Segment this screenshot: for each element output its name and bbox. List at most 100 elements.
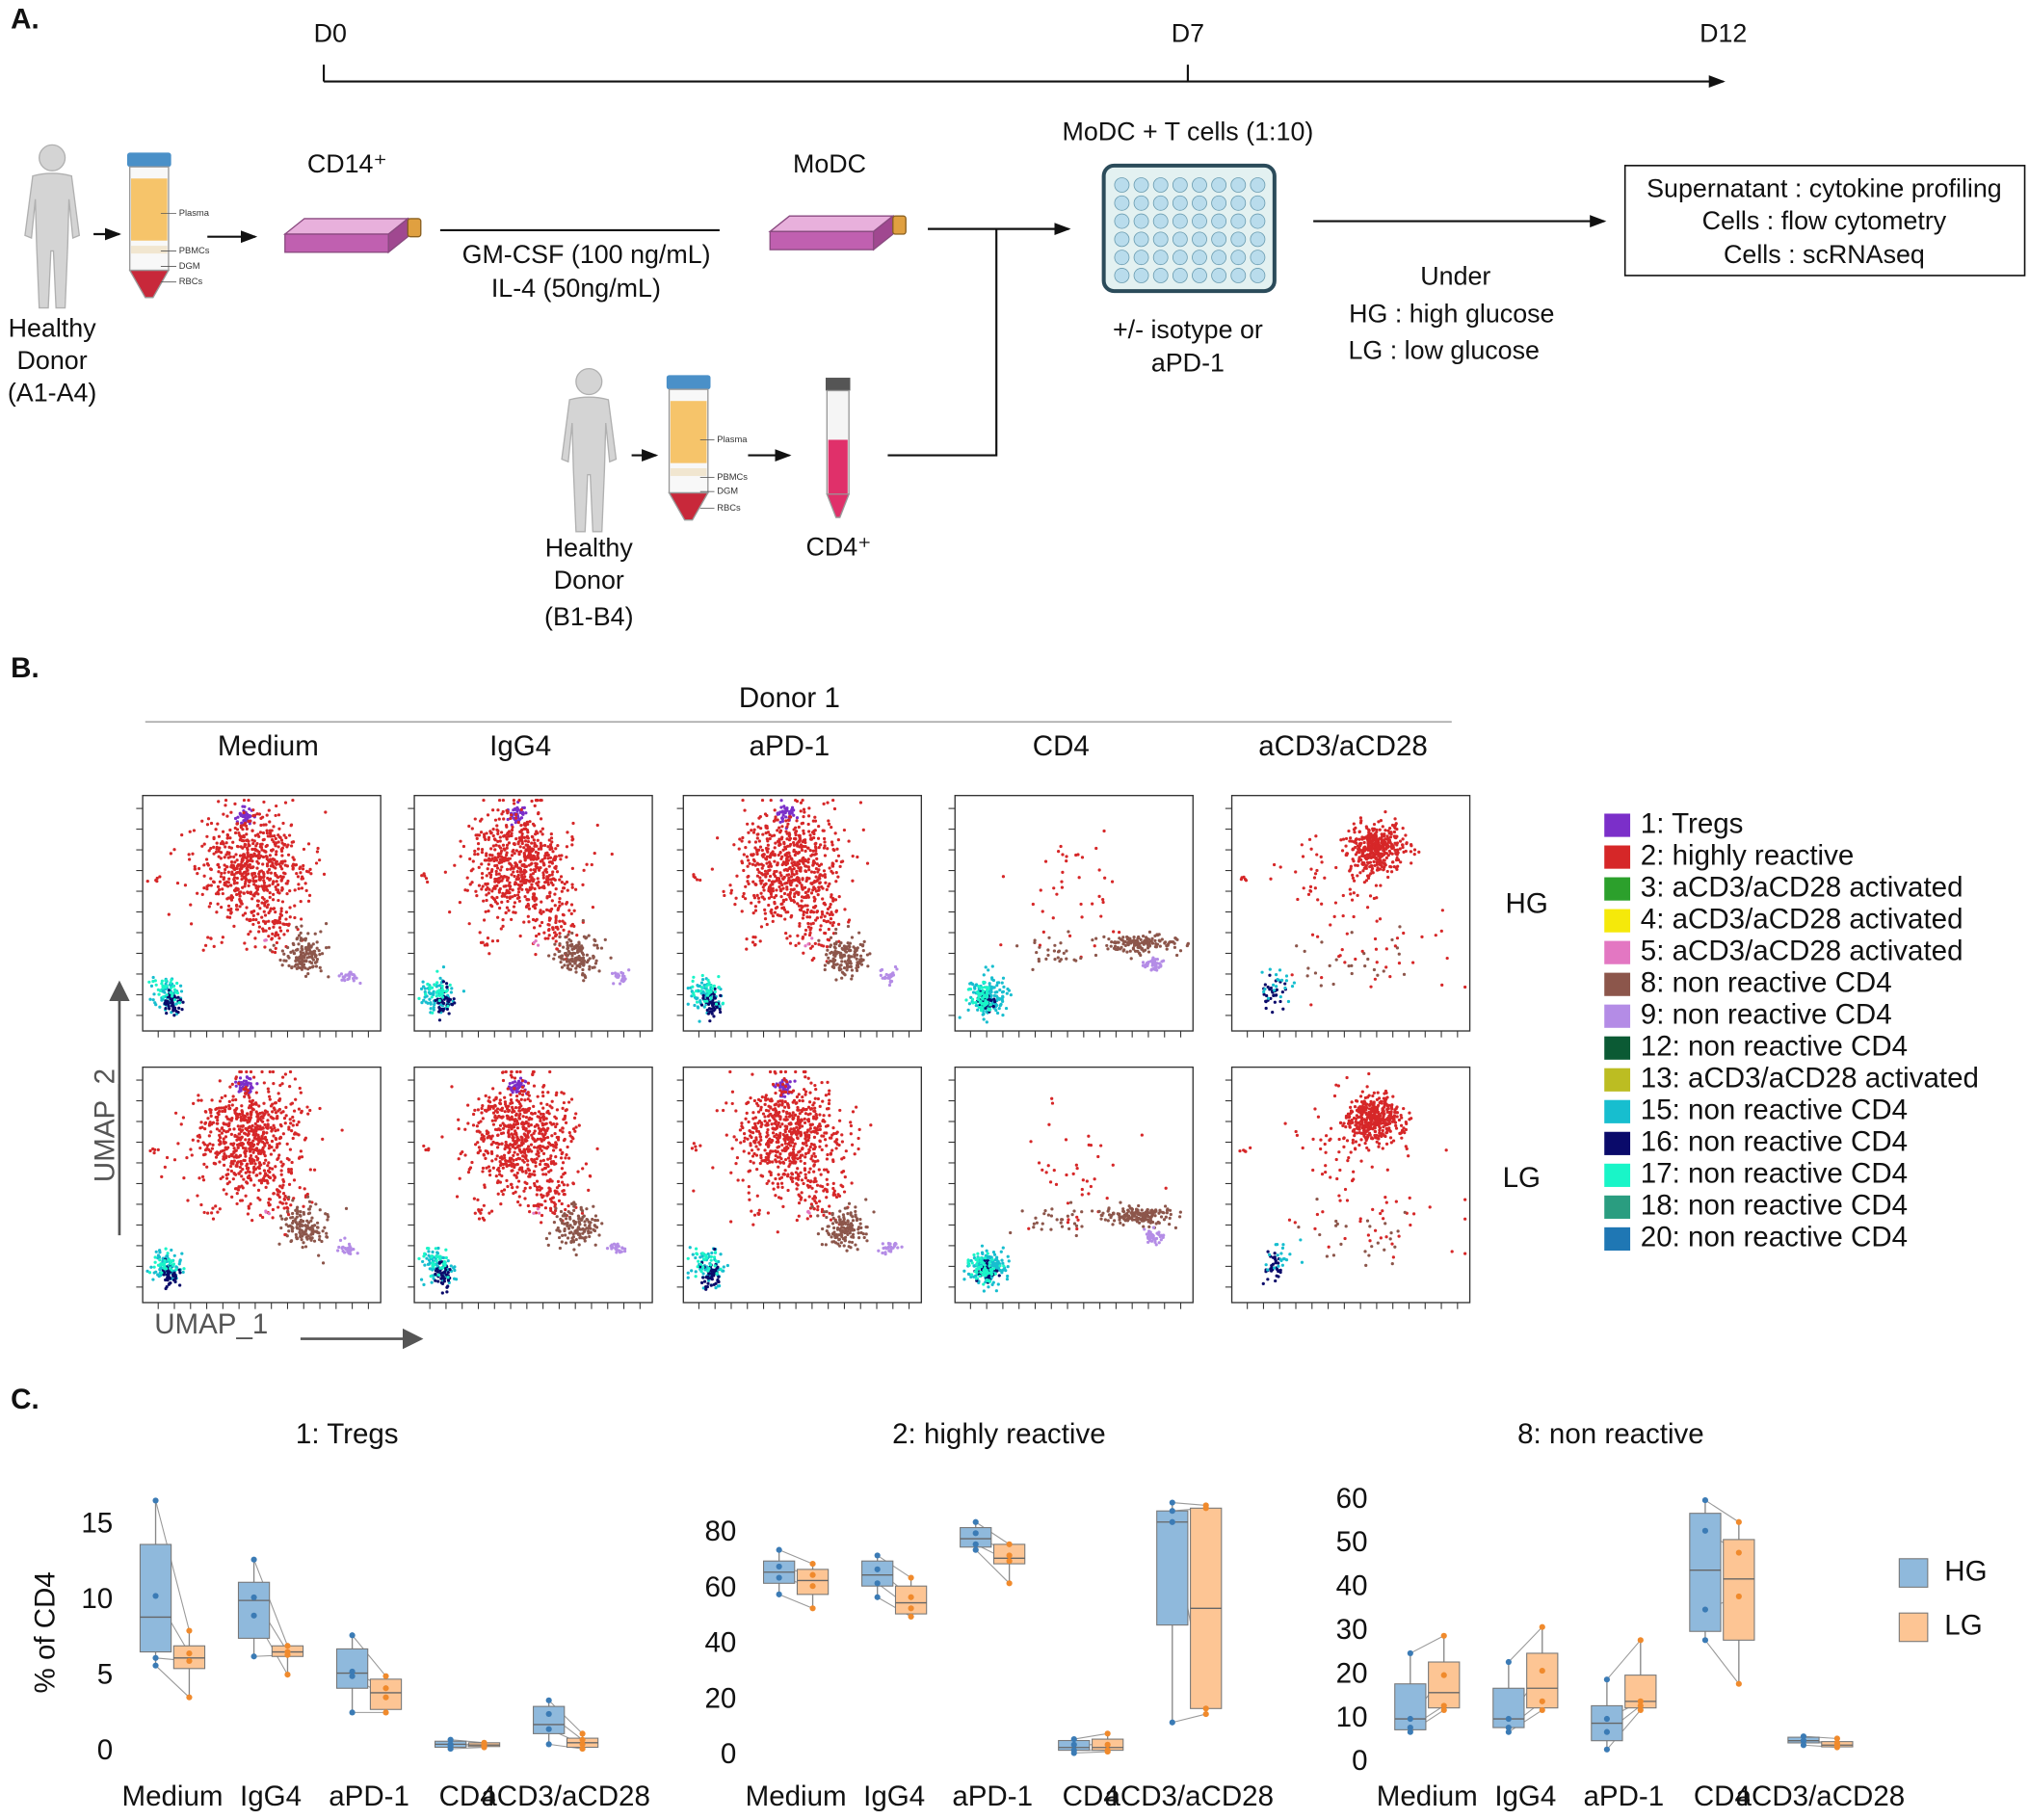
- umap-dot: [230, 1082, 234, 1086]
- umap-dot: [499, 875, 503, 879]
- umap-dot: [180, 833, 184, 837]
- umap-dot: [1369, 985, 1373, 989]
- umap-dot: [1323, 876, 1327, 880]
- umap-dot: [247, 884, 250, 888]
- umap-dot: [555, 947, 560, 951]
- umap-dot: [245, 917, 249, 921]
- umap-dot: [855, 957, 858, 961]
- umap-dot: [780, 816, 784, 820]
- umap-dot: [817, 885, 821, 889]
- umap-dot: [239, 824, 243, 828]
- umap-dot: [779, 837, 783, 841]
- umap-dot: [741, 798, 745, 803]
- umap-dot: [277, 1092, 280, 1095]
- umap-dot: [865, 953, 870, 957]
- umap-dot: [853, 950, 857, 954]
- umap-dot: [497, 855, 501, 858]
- umap-dot: [1384, 947, 1388, 951]
- umap-dot: [518, 867, 523, 871]
- well: [1192, 250, 1207, 266]
- umap-dot: [249, 1153, 253, 1158]
- umap-dot: [800, 848, 804, 852]
- umap-dot: [793, 853, 797, 857]
- umap-dot: [760, 854, 764, 857]
- umap-dot: [525, 879, 529, 883]
- umap-dot: [1062, 951, 1066, 956]
- umap-dot: [313, 932, 317, 936]
- umap-dot: [311, 942, 315, 946]
- well: [1133, 231, 1149, 248]
- umap-dot: [426, 1001, 430, 1005]
- umap-dot: [534, 861, 538, 865]
- well: [1230, 213, 1247, 229]
- umap-dot: [229, 911, 233, 915]
- umap-dot: [1377, 841, 1381, 846]
- umap-dot: [784, 819, 788, 823]
- umap-dot: [989, 989, 993, 994]
- umap-dot: [273, 1108, 277, 1112]
- umap-dot: [821, 897, 825, 901]
- umap-dot: [734, 896, 738, 900]
- umap-dot: [200, 819, 204, 823]
- umap-dot: [477, 884, 482, 887]
- umap-dot: [751, 935, 755, 939]
- umap-dot: [1334, 958, 1338, 962]
- umap-dot: [435, 994, 438, 998]
- umap-dot: [510, 828, 514, 832]
- umap-dot: [218, 1136, 223, 1140]
- umap-dot: [818, 928, 822, 932]
- umap-dot: [723, 893, 726, 898]
- umap-dot: [438, 976, 442, 980]
- umap-dot: [984, 986, 988, 989]
- umap-dot: [232, 882, 236, 885]
- umap-dot: [262, 837, 266, 842]
- umap-dot: [433, 1002, 436, 1007]
- umap-dot: [272, 925, 276, 929]
- umap-dot: [801, 887, 804, 891]
- umap-dot: [485, 874, 488, 878]
- umap-dot: [814, 918, 818, 922]
- umap-dot: [808, 946, 813, 950]
- umap-dot: [1394, 858, 1399, 862]
- umap-dot: [842, 828, 847, 832]
- umap-dot: [527, 863, 531, 867]
- umap-dot: [1122, 948, 1126, 952]
- umap-dot: [244, 876, 248, 880]
- umap-dot: [215, 1127, 220, 1131]
- readout: Cells : flow cytometry: [1702, 206, 1947, 235]
- umap-dot: [977, 1005, 981, 1010]
- umap-dot: [560, 854, 564, 857]
- umap-dot: [1440, 909, 1444, 912]
- umap-dot: [245, 866, 249, 870]
- well: [1230, 231, 1247, 248]
- umap-dot: [566, 888, 569, 892]
- umap-dot: [267, 935, 271, 938]
- umap-dot: [1186, 941, 1190, 946]
- umap-dot: [271, 1110, 275, 1114]
- umap-dot: [514, 837, 518, 841]
- umap-dot: [216, 890, 220, 894]
- umap-dot: [510, 917, 514, 922]
- umap-dot: [235, 864, 239, 868]
- umap-dot: [1410, 861, 1413, 865]
- umap-dot: [267, 1175, 271, 1179]
- tube-labels: Plasma PBMCs DGM RBCs: [699, 434, 748, 513]
- umap-dot: [576, 958, 580, 962]
- umap-dot: [807, 830, 811, 833]
- umap-dot: [324, 810, 328, 814]
- umap-dot: [750, 853, 753, 857]
- y-axis-label: UMAP_2: [89, 1068, 120, 1182]
- donor-label: (B1-B4): [544, 602, 634, 631]
- umap-dot: [1001, 1014, 1005, 1017]
- timepoint: D7: [1172, 18, 1204, 47]
- umap-dot: [729, 891, 733, 895]
- umap-dot: [267, 808, 271, 812]
- umap-dot: [985, 995, 988, 999]
- umap-dot: [701, 993, 705, 998]
- umap-dot: [814, 867, 819, 871]
- umap-dot: [1144, 938, 1147, 942]
- umap-dot: [1411, 961, 1415, 964]
- umap-dot: [245, 873, 249, 877]
- umap-dot: [536, 838, 540, 842]
- umap-dot: [777, 853, 780, 857]
